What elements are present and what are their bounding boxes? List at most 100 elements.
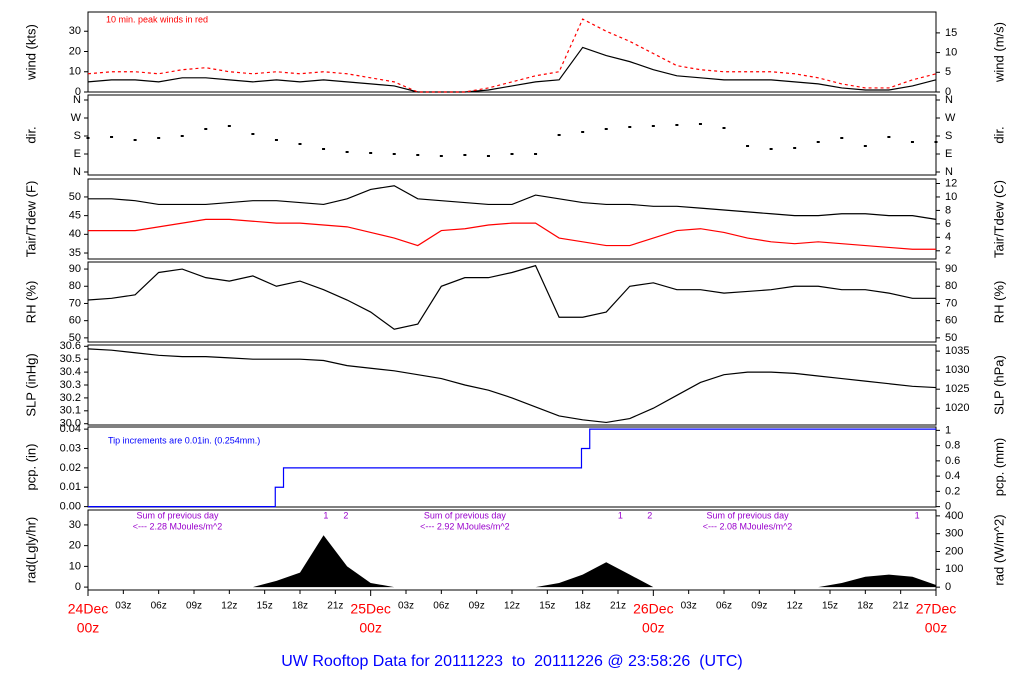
dir-point [816, 141, 820, 143]
dir-point [510, 153, 514, 155]
y2-tick-label: 1030 [945, 364, 969, 376]
y-axis-label: RH (%) [23, 281, 38, 324]
dir-point [722, 127, 726, 129]
y2-tick-label: 60 [945, 315, 957, 327]
dir-point [251, 133, 255, 135]
y-tick-label: 0.01 [60, 481, 81, 493]
dir-point [133, 139, 137, 141]
dir-point [369, 152, 373, 154]
y2-axis-label: rad (W/m^2) [991, 514, 1006, 585]
panel-frame [87, 94, 937, 176]
note: Sum of previous day [136, 510, 219, 520]
day-label: 25Dec [350, 601, 390, 617]
annotation: Tip increments are 0.01in. (0.254mm.) [108, 435, 260, 445]
y-tick-label: 30 [69, 25, 81, 37]
y2-tick-label: 8 [945, 204, 951, 216]
x-tick-label: 18z [292, 601, 308, 612]
dir-point [486, 155, 490, 157]
y2-tick-label: 400 [945, 510, 963, 522]
rad-area [88, 535, 936, 588]
x-tick-label: 03z [681, 601, 697, 612]
series-line [87, 348, 937, 424]
x-tick-label: 15z [539, 601, 555, 612]
y-tick-label: 30.1 [60, 405, 81, 417]
panel-frame [87, 11, 937, 93]
y-tick-label: 70 [69, 297, 81, 309]
y-tick-label: N [73, 94, 81, 106]
y-axis-label: SLP (inHg) [23, 353, 38, 416]
dir-point [392, 153, 396, 155]
y-tick-label: 60 [69, 315, 81, 327]
x-tick-label: 12z [221, 601, 237, 612]
dir-point [863, 145, 867, 147]
y-axis-label: Tair/Tdew (F) [23, 181, 38, 258]
y2-tick-label: 10 [945, 46, 957, 58]
y2-tick-label: 0.8 [945, 440, 960, 452]
dir-point [604, 128, 608, 130]
panel-frame [87, 426, 937, 508]
day-label: 00z [359, 620, 382, 636]
y-tick-label: 0 [75, 581, 81, 593]
y2-axis-label: pcp. (mm) [991, 438, 1006, 497]
y2-tick-label: 0.6 [945, 455, 960, 467]
day-label: 00z [642, 620, 665, 636]
y2-axis-label: SLP (hPa) [991, 355, 1006, 415]
y-tick-label: 10 [69, 66, 81, 78]
y-tick-label: 30.6 [60, 340, 81, 352]
y2-tick-label: E [945, 148, 952, 160]
dir-point [227, 125, 231, 127]
note: <--- 2.08 MJoules/m^2 [703, 521, 793, 531]
y-tick-label: 30.3 [60, 379, 81, 391]
dir-point [887, 136, 891, 138]
dir-point [274, 139, 278, 141]
y-tick-label: 80 [69, 280, 81, 292]
y2-tick-label: W [945, 112, 956, 124]
y2-tick-label: N [945, 94, 953, 106]
y2-tick-label: 6 [945, 218, 951, 230]
x-tick-label: 06z [151, 601, 167, 612]
annotation: 10 min. peak winds in red [106, 14, 208, 24]
dir-point [86, 137, 90, 139]
day-label: 27Dec [916, 601, 956, 617]
y-tick-label: 30.5 [60, 353, 81, 365]
x-tick-label: 09z [469, 601, 485, 612]
x-tick-label: 21z [327, 601, 343, 612]
y-tick-label: 0.03 [60, 442, 81, 454]
dir-point [534, 153, 538, 155]
dir-point [769, 148, 773, 150]
panel-frame [87, 261, 937, 343]
pcp-step [88, 428, 936, 508]
note: Sum of previous day [424, 510, 507, 520]
marker-label: 1 [323, 510, 328, 520]
y2-tick-label: 0 [945, 501, 951, 513]
y2-tick-label: 0.2 [945, 485, 960, 497]
y-tick-label: 30.0 [60, 418, 81, 430]
day-label: 24Dec [68, 601, 108, 617]
dir-point [746, 145, 750, 147]
series-line [88, 218, 936, 250]
y2-tick-label: 10 [945, 191, 957, 203]
y-tick-label: 30.4 [60, 366, 81, 378]
y2-tick-label: S [945, 130, 952, 142]
x-tick-label: 15z [257, 601, 273, 612]
y-axis-label: wind (kts) [23, 24, 38, 81]
y-tick-label: E [74, 148, 81, 160]
day-label: 00z [925, 620, 948, 636]
y2-tick-label: 4 [945, 231, 951, 243]
y2-axis-label: dir. [991, 126, 1006, 143]
dir-point [439, 155, 443, 157]
y2-tick-label: 90 [945, 263, 957, 275]
y2-axis-label: Tair/Tdew (C) [991, 180, 1006, 258]
note: <--- 2.92 MJoules/m^2 [420, 521, 510, 531]
y-tick-label: 40 [69, 228, 81, 240]
y2-tick-label: 1 [945, 424, 951, 436]
x-tick-label: 06z [433, 601, 449, 612]
y-tick-label: 20 [69, 540, 81, 552]
y-tick-label: 0.02 [60, 462, 81, 474]
y2-tick-label: 70 [945, 297, 957, 309]
y-tick-label: 50 [69, 191, 81, 203]
page-title: UW Rooftop Data for 20111223 to 20111226… [281, 653, 743, 670]
series-line [87, 18, 937, 93]
y2-tick-label: 1025 [945, 383, 969, 395]
y-tick-label: W [71, 112, 82, 124]
